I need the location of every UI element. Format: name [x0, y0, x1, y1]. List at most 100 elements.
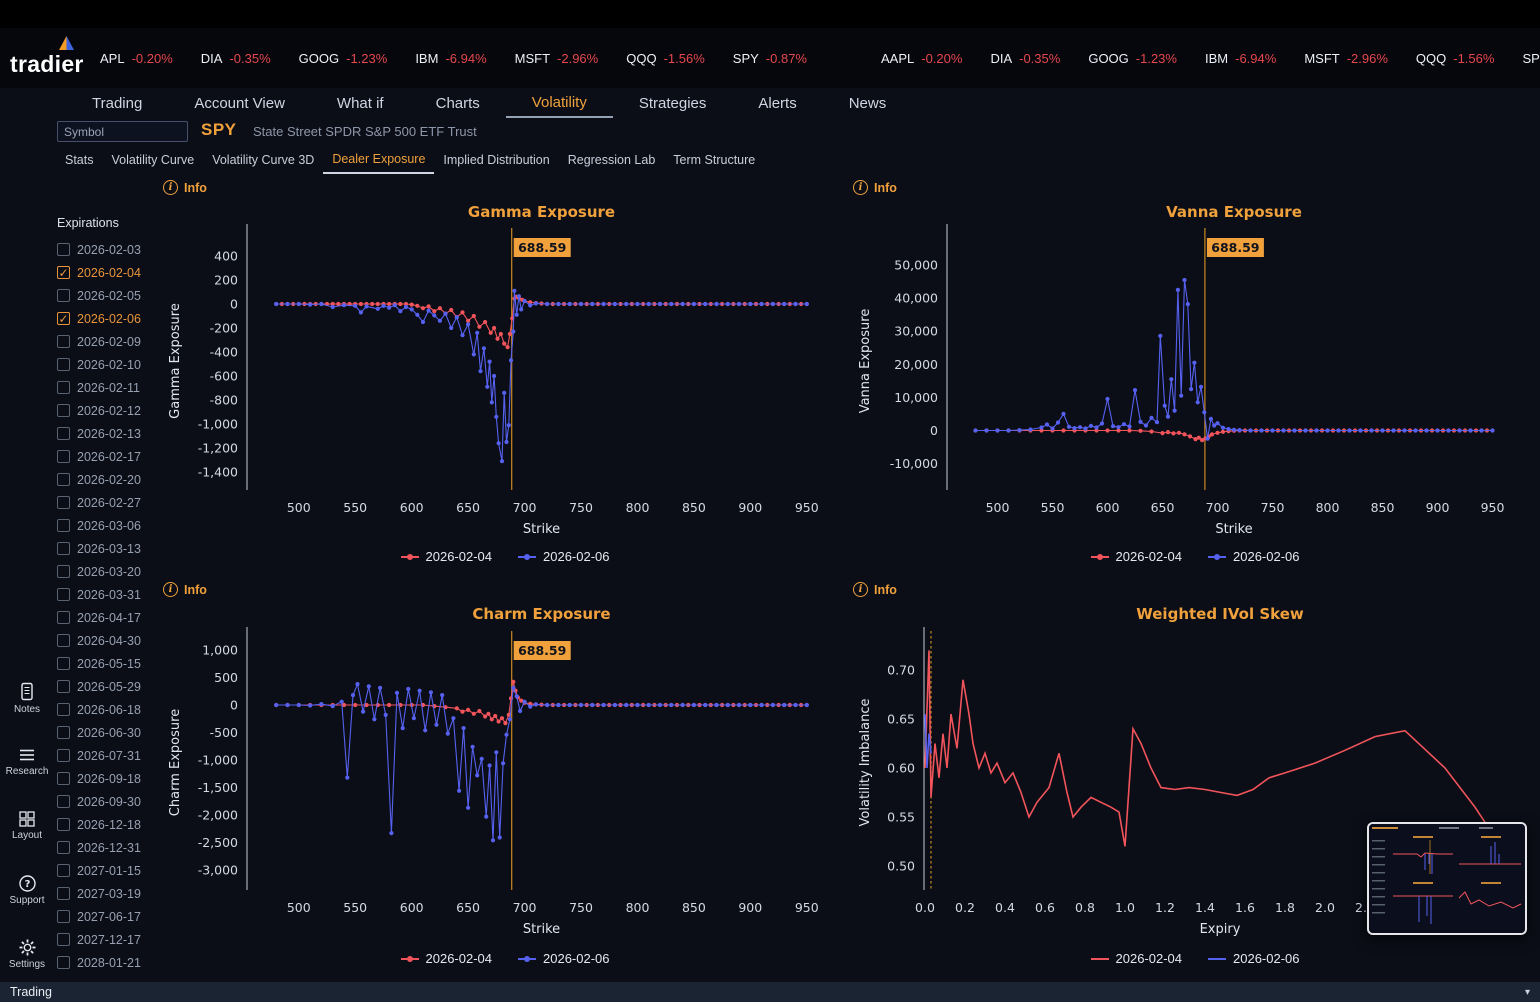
checkbox-unchecked-icon[interactable] — [57, 772, 70, 785]
expiration-item[interactable]: 2026-06-18 — [57, 698, 169, 721]
ticker-item[interactable]: IBM -6.94% — [415, 51, 486, 66]
checkbox-unchecked-icon[interactable] — [57, 818, 70, 831]
ticker-item[interactable]: IBM -6.94% — [1205, 51, 1276, 66]
vanna-exposure-plot[interactable]: Vanna Exposure Vanna Exposure 50,000 40,000… — [850, 198, 1540, 546]
checkbox-unchecked-icon[interactable] — [57, 841, 70, 854]
checkbox-unchecked-icon[interactable] — [57, 887, 70, 900]
expiration-item[interactable]: 2026-02-10 — [57, 353, 169, 376]
rail-item-settings[interactable]: Settings — [0, 938, 54, 970]
expiration-item[interactable]: 2026-02-05 — [57, 284, 169, 307]
checkbox-unchecked-icon[interactable] — [57, 381, 70, 394]
legend-item[interactable]: 2026-02-04 — [1090, 951, 1182, 966]
charm-exposure-plot[interactable]: Charm Exposure Charm Exposure 1,000 500 0 -50… — [160, 600, 850, 948]
legend-item[interactable]: 2026-02-06 — [518, 549, 610, 564]
expiration-item[interactable]: 2027-12-17 — [57, 928, 169, 951]
ticker-item[interactable]: MSFT -2.96% — [515, 51, 599, 66]
checkbox-unchecked-icon[interactable] — [57, 358, 70, 371]
expiration-item[interactable]: 2027-03-19 — [57, 882, 169, 905]
checkbox-unchecked-icon[interactable] — [57, 473, 70, 486]
expiration-item[interactable]: 2026-03-31 — [57, 583, 169, 606]
rail-item-layout[interactable]: Layout — [0, 810, 54, 841]
ticker-item[interactable]: SPY -0.87% — [733, 51, 807, 66]
ticker-item[interactable]: GOOG -1.23% — [299, 51, 388, 66]
nav-item-news[interactable]: News — [848, 94, 887, 112]
checkbox-unchecked-icon[interactable] — [57, 243, 70, 256]
expiration-item[interactable]: 2027-01-15 — [57, 859, 169, 882]
statusbar-caret-icon[interactable]: ▾ — [1524, 986, 1530, 998]
expiration-item[interactable]: 2026-12-18 — [57, 813, 169, 836]
nav-item-charts[interactable]: Charts — [435, 94, 480, 112]
checkbox-unchecked-icon[interactable] — [57, 657, 70, 670]
ticker-item[interactable]: SPY-0.8 — [1522, 51, 1540, 66]
checkbox-unchecked-icon[interactable] — [57, 542, 70, 555]
checkbox-unchecked-icon[interactable] — [57, 289, 70, 302]
tradier-logo[interactable]: tradier — [10, 36, 96, 80]
symbol-input[interactable] — [57, 121, 188, 142]
expiration-item[interactable]: 2026-02-20 — [57, 468, 169, 491]
subtab-volatility-curve[interactable]: Volatility Curve — [111, 153, 195, 167]
subtab-regression-lab[interactable]: Regression Lab — [567, 153, 656, 167]
legend-item[interactable]: 2026-02-04 — [400, 549, 492, 564]
legend-item[interactable]: 2026-02-06 — [1208, 549, 1300, 564]
expiration-item[interactable]: 2026-03-20 — [57, 560, 169, 583]
checkbox-unchecked-icon[interactable] — [57, 933, 70, 946]
expiration-item[interactable]: 2026-02-17 — [57, 445, 169, 468]
checkbox-unchecked-icon[interactable] — [57, 519, 70, 532]
checkbox-unchecked-icon[interactable] — [57, 910, 70, 923]
expiration-item[interactable]: 2026-02-13 — [57, 422, 169, 445]
subtab-term-structure[interactable]: Term Structure — [673, 153, 756, 167]
checkbox-unchecked-icon[interactable] — [57, 588, 70, 601]
expiration-item[interactable]: 2026-06-30 — [57, 721, 169, 744]
checkbox-unchecked-icon[interactable] — [57, 496, 70, 509]
legend-item[interactable]: 2026-02-06 — [1208, 951, 1300, 966]
nav-item-strategies[interactable]: Strategies — [638, 94, 707, 112]
nav-item-alerts[interactable]: Alerts — [758, 94, 797, 112]
gamma-exposure-plot[interactable]: Gamma Exposure Gamma Exposure 400 200 0 -200 -… — [160, 198, 850, 546]
subtab-dealer-exposure[interactable]: Dealer Exposure — [323, 146, 435, 174]
expiration-item[interactable]: 2026-02-03 — [57, 238, 169, 261]
checkbox-unchecked-icon[interactable] — [57, 726, 70, 739]
expiration-item[interactable]: 2026-09-30 — [57, 790, 169, 813]
rail-item-research[interactable]: Research — [0, 746, 54, 777]
expiration-item[interactable]: 2026-02-11 — [57, 376, 169, 399]
info-chip-gamma[interactable]: i Info — [163, 180, 207, 195]
subtab-stats[interactable]: Stats — [65, 153, 94, 167]
expiration-item[interactable]: 2026-04-30 — [57, 629, 169, 652]
expiration-item[interactable]: ✓ 2026-02-06 — [57, 307, 169, 330]
expiration-item[interactable]: 2026-02-12 — [57, 399, 169, 422]
ivol-skew-plot[interactable]: Weighted IVol Skew Volatility Imbalance 0.… — [850, 600, 1540, 948]
nav-item-account-view[interactable]: Account View — [194, 94, 285, 112]
checkbox-unchecked-icon[interactable] — [57, 335, 70, 348]
ticker-item[interactable]: QQQ -1.56% — [1416, 51, 1495, 66]
ticker-item[interactable]: MSFT -2.96% — [1304, 51, 1388, 66]
info-chip-vanna[interactable]: i Info — [853, 180, 897, 195]
checkbox-unchecked-icon[interactable] — [57, 680, 70, 693]
ticker-item[interactable]: DIA -0.35% — [201, 51, 271, 66]
expiration-item[interactable]: 2026-04-17 — [57, 606, 169, 629]
expiration-item[interactable]: 2026-05-15 — [57, 652, 169, 675]
expiration-item[interactable]: 2026-07-31 — [57, 744, 169, 767]
info-chip-skew[interactable]: i Info — [853, 582, 897, 597]
expiration-item[interactable]: 2026-02-27 — [57, 491, 169, 514]
legend-item[interactable]: 2026-02-06 — [518, 951, 610, 966]
legend-item[interactable]: 2026-02-04 — [400, 951, 492, 966]
subtab-implied-distribution[interactable]: Implied Distribution — [443, 153, 550, 167]
preview-thumbnail[interactable] — [1367, 822, 1527, 935]
expiration-item[interactable]: 2026-03-13 — [57, 537, 169, 560]
checkbox-unchecked-icon[interactable] — [57, 565, 70, 578]
checkbox-unchecked-icon[interactable] — [57, 749, 70, 762]
checkbox-unchecked-icon[interactable] — [57, 404, 70, 417]
ticker-item[interactable]: AAPL -0.20% — [881, 51, 962, 66]
checkbox-unchecked-icon[interactable] — [57, 864, 70, 877]
checkbox-unchecked-icon[interactable] — [57, 956, 70, 969]
ticker-item[interactable]: GOOG -1.23% — [1088, 51, 1177, 66]
info-chip-charm[interactable]: i Info — [163, 582, 207, 597]
nav-item-volatility[interactable]: Volatility — [505, 88, 613, 118]
checkbox-unchecked-icon[interactable] — [57, 634, 70, 647]
checkbox-checked-icon[interactable]: ✓ — [57, 265, 70, 280]
checkbox-checked-icon[interactable]: ✓ — [57, 311, 70, 326]
legend-item[interactable]: 2026-02-04 — [1090, 549, 1182, 564]
checkbox-unchecked-icon[interactable] — [57, 795, 70, 808]
expiration-item[interactable]: 2026-09-18 — [57, 767, 169, 790]
expiration-item[interactable]: 2026-02-09 — [57, 330, 169, 353]
